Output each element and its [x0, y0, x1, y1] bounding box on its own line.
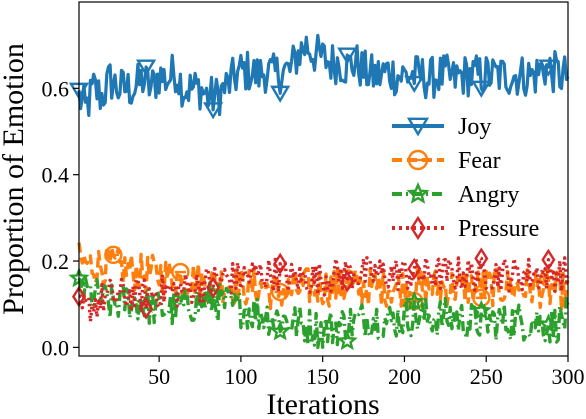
x-axis-label: Iterations: [266, 388, 379, 419]
x-tick-label: 200: [388, 364, 421, 389]
marker-triangle-down: [270, 85, 291, 103]
axes-frame: [78, 1, 569, 357]
series-line-fear: [77, 242, 570, 312]
y-tick-label: 0.0: [42, 335, 70, 360]
series-line-pressure: [78, 256, 570, 324]
marker-diamond: [410, 215, 426, 241]
x-tick-label: 50: [148, 364, 170, 389]
marker-circle: [104, 245, 123, 265]
legend-item-fear: Fear: [392, 148, 501, 174]
marker-star: [537, 313, 559, 334]
marker-diamond: [474, 247, 489, 270]
y-tick-label: 0.2: [42, 249, 70, 274]
marker-triangle-down: [538, 59, 559, 77]
series-layer: [68, 33, 570, 351]
marker-star: [403, 290, 425, 311]
legend-item-angry: Angry: [392, 181, 519, 208]
y-axis-ticks: 0.0 0.2 0.4 0.6: [42, 76, 79, 360]
series-line-joy: [77, 33, 570, 118]
marker-diamond: [273, 252, 288, 275]
legend-label: Angry: [458, 182, 519, 208]
marker-circle: [407, 149, 429, 171]
marker-diamond: [541, 248, 556, 271]
legend-label: Fear: [458, 148, 501, 174]
series-joy: [68, 33, 570, 120]
marker-star: [406, 181, 430, 204]
marker-star: [336, 330, 358, 351]
y-tick-label: 0.4: [42, 163, 70, 188]
x-tick-label: 300: [552, 364, 585, 389]
x-tick-label: 250: [470, 364, 503, 389]
marker-triangle-down: [203, 102, 224, 120]
marker-star: [269, 320, 291, 341]
marker-diamond: [407, 257, 422, 280]
legend: Joy Fear Angry Pressure: [392, 114, 539, 242]
marker-star: [470, 299, 492, 320]
marker-triangle-down: [337, 47, 358, 65]
plot-area: [68, 1, 570, 357]
legend-item-pressure: Pressure: [392, 215, 539, 242]
legend-label: Joy: [458, 114, 491, 140]
marker-triangle-down: [135, 59, 157, 77]
x-tick-label: 150: [306, 364, 339, 389]
y-axis-label: Proportion of Emotion: [0, 43, 30, 315]
marker-diamond: [206, 276, 221, 299]
marker-diamond: [139, 297, 154, 320]
marker-triangle-down: [406, 117, 430, 137]
marker-triangle-down: [404, 75, 425, 94]
legend-label: Pressure: [458, 216, 539, 242]
x-axis-ticks: 50 100 150 200 250 300: [148, 356, 585, 389]
marker-circle: [171, 262, 190, 282]
marker-circle: [270, 282, 290, 302]
marker-diamond: [340, 270, 355, 293]
marker-triangle-down: [471, 80, 492, 98]
x-tick-label: 100: [224, 364, 257, 389]
marker-star: [202, 284, 224, 305]
y-tick-label: 0.6: [42, 76, 70, 101]
legend-item-joy: Joy: [392, 114, 491, 140]
